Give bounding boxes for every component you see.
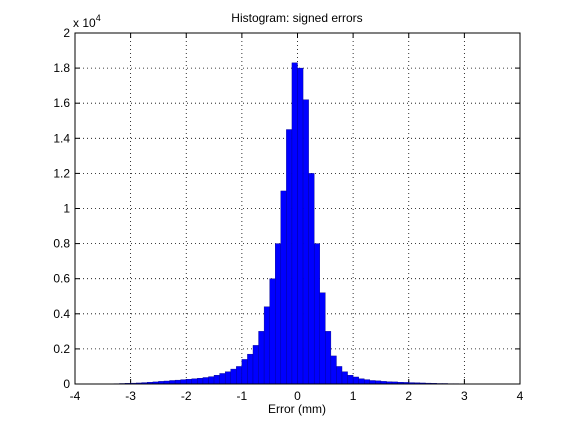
bar	[197, 378, 204, 385]
bar	[286, 129, 293, 385]
x-tick-label: 1	[350, 389, 357, 403]
x-tick-label: 2	[405, 389, 412, 403]
chart-title: Histogram: signed errors	[231, 11, 362, 25]
bar	[180, 379, 187, 385]
bar	[369, 380, 376, 385]
multiplier-exponent: 4	[96, 13, 101, 23]
x-tick-label: -3	[125, 389, 136, 403]
bar	[263, 306, 270, 385]
x-tick-label: 4	[517, 389, 524, 403]
bar	[252, 345, 259, 385]
bar	[297, 67, 304, 385]
bar	[202, 377, 209, 385]
y-tick-label: 2	[63, 26, 70, 40]
bar	[352, 376, 359, 385]
bar	[358, 378, 365, 385]
bar	[208, 376, 215, 385]
bar	[191, 378, 198, 385]
bar	[258, 331, 265, 385]
bar	[302, 99, 309, 385]
bar	[247, 353, 254, 385]
bar	[186, 379, 193, 385]
bar	[364, 379, 371, 385]
x-tick-label: 0	[294, 389, 301, 403]
bar	[308, 173, 315, 385]
bar	[224, 371, 231, 385]
bar	[347, 375, 354, 385]
bar	[213, 375, 220, 385]
y-tick-label: 1.6	[53, 96, 70, 110]
bar	[291, 62, 298, 385]
y-tick-label: 0.2	[53, 342, 70, 356]
bar	[330, 355, 337, 385]
bar	[280, 190, 287, 385]
plot-frame	[74, 32, 521, 385]
bar	[341, 371, 348, 385]
x-tick-label: -2	[181, 389, 192, 403]
bar	[230, 368, 237, 385]
x-tick-label: 3	[461, 389, 468, 403]
bar	[236, 366, 243, 385]
bar	[319, 292, 326, 385]
y-tick-label: 1.8	[53, 61, 70, 75]
y-tick-label: 0.6	[53, 272, 70, 286]
y-tick-label: 0.8	[53, 237, 70, 251]
bar	[313, 243, 320, 385]
x-tick-label: -1	[237, 389, 248, 403]
bar	[325, 331, 332, 385]
y-tick-label: 1.4	[53, 131, 70, 145]
bar	[275, 243, 282, 385]
bar	[174, 379, 181, 385]
bar	[336, 366, 343, 385]
y-multiplier: x 104	[73, 13, 101, 30]
x-axis-label: Error (mm)	[268, 402, 326, 416]
bar	[269, 278, 276, 385]
y-tick-label: 0.4	[53, 307, 70, 321]
y-tick-label: 1	[63, 202, 70, 216]
bar	[219, 373, 226, 385]
bar	[169, 380, 176, 385]
bar	[241, 359, 248, 385]
y-tick-label: 0	[63, 377, 70, 391]
y-tick-label: 1.2	[53, 166, 70, 180]
multiplier-base: x 10	[73, 16, 96, 30]
x-tick-label: -4	[70, 389, 81, 403]
